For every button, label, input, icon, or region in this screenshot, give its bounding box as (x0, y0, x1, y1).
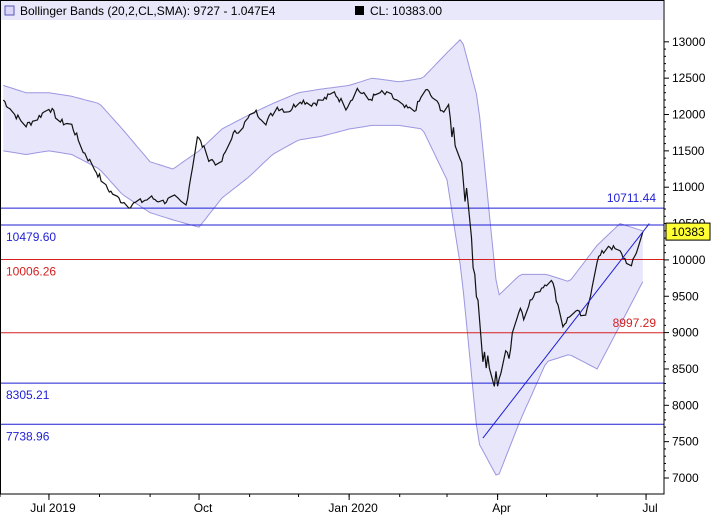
bollinger-upper-band (3, 39, 643, 296)
y-tick-label: 12000 (672, 108, 706, 122)
x-tick-label: Apr (492, 501, 511, 515)
y-axis: 7000750080008500900095001000010500110001… (664, 35, 706, 485)
y-tick-label: 8500 (672, 362, 699, 376)
horizontal-levels: 10711.44 10479.60 10006.26 8997.29 8305.21 77… (0, 191, 664, 443)
y-tick-label: 10000 (672, 253, 706, 267)
legend-swatch-bands (4, 5, 15, 16)
last-price-box (665, 222, 711, 241)
y-tick-label: 11500 (672, 144, 705, 158)
header-strip (1, 1, 663, 20)
level-label: 10479.60 (6, 230, 56, 244)
y-tick-label: 11000 (672, 180, 705, 194)
plot-area: 10711.44 10479.60 10006.26 8997.29 8305.21 77… (0, 39, 664, 476)
legend-swatch-close (355, 6, 364, 15)
level-label: 10711.44 (607, 191, 656, 205)
bollinger-lower-band (3, 124, 644, 476)
x-tick-label: Jan 2020 (328, 501, 378, 515)
y-tick-label: 13000 (672, 35, 706, 49)
level-label: 7738.96 (6, 429, 50, 443)
y-tick-label: 12500 (672, 71, 706, 85)
y-tick-label: 9500 (672, 289, 699, 303)
y-tick-label: 7500 (672, 435, 699, 449)
last-price-tag: 10383 (665, 222, 711, 241)
close-label: CL: 10383.00 (370, 4, 442, 18)
x-axis: Jul 2019 Oct Jan 2020 Apr Jul (0, 494, 658, 515)
last-price-value: 10383 (671, 225, 705, 239)
study-label: Bollinger Bands (20,2,CL,SMA): 9727 - 1.… (20, 4, 276, 18)
y-tick-label: 9000 (672, 326, 699, 340)
x-tick-label: Jul 2019 (30, 501, 76, 515)
price-series-line (2, 87, 644, 387)
plot-frame (0, 0, 665, 495)
level-label: 8305.21 (6, 388, 50, 402)
bollinger-band-fill (3, 39, 643, 476)
level-label: 10006.26 (6, 264, 56, 278)
x-tick-label: Jul (642, 501, 657, 515)
support-trendline (482, 223, 650, 439)
y-tick-label: 7000 (672, 471, 699, 485)
x-tick-label: Oct (194, 501, 213, 515)
y-tick-label: 8000 (672, 398, 699, 412)
level-label: 8997.29 (613, 316, 657, 330)
